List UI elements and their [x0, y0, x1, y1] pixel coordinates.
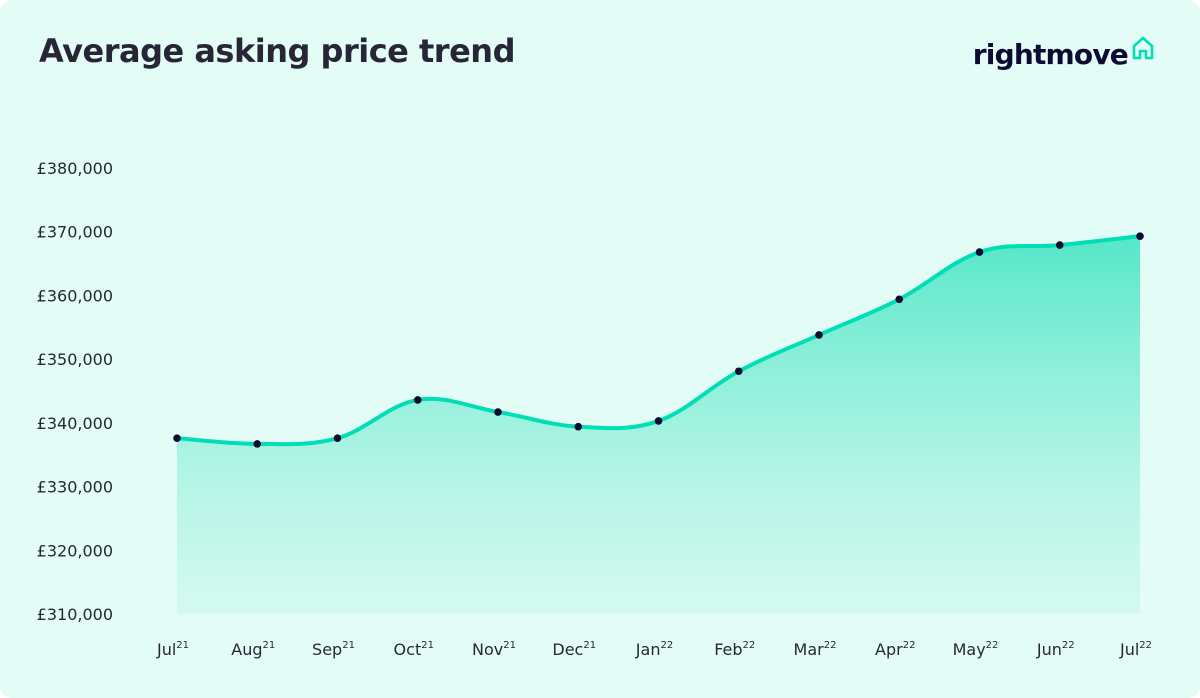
data-point	[895, 295, 904, 304]
x-tick-month: Aug	[231, 640, 262, 659]
data-point	[574, 422, 583, 431]
x-tick-year: 21	[503, 640, 516, 651]
data-point	[734, 367, 743, 376]
data-point	[173, 434, 181, 442]
data-point	[975, 248, 984, 256]
x-tick-label: Sep21	[312, 640, 355, 659]
house-icon	[1132, 36, 1154, 60]
x-tick-year: 22	[824, 640, 837, 651]
area-fill	[177, 236, 1140, 614]
x-tick-month: Jan	[635, 640, 661, 659]
data-point	[815, 331, 823, 339]
rightmove-logo: rightmove	[972, 36, 1156, 71]
x-tick-label: Mar22	[794, 640, 837, 659]
x-tick-label: Aug21	[231, 640, 275, 659]
x-tick-year: 22	[1139, 640, 1152, 651]
x-tick-year: 21	[583, 640, 596, 651]
y-tick-label: £370,000	[37, 223, 113, 242]
data-point	[494, 408, 502, 416]
y-tick-label: £350,000	[37, 350, 113, 369]
x-tick-month: Apr	[875, 640, 903, 659]
x-tick-month: May	[953, 640, 986, 659]
data-point	[333, 434, 342, 442]
brand-name: rightmove	[972, 38, 1129, 71]
x-tick-label: Apr22	[875, 640, 915, 659]
x-tick-year: 22	[903, 640, 916, 651]
x-tick-month: Jul	[156, 640, 176, 659]
data-point	[654, 417, 663, 425]
x-tick-label: May22	[953, 640, 999, 659]
x-tick-label: Oct21	[394, 640, 434, 659]
x-tick-year: 21	[421, 640, 434, 651]
x-tick-label: Jan22	[635, 640, 673, 659]
x-tick-year: 22	[743, 640, 756, 651]
x-tick-year: 22	[660, 640, 673, 651]
x-tick-month: Mar	[794, 640, 825, 659]
x-tick-month: Dec	[552, 640, 583, 659]
x-tick-year: 21	[176, 640, 189, 651]
x-tick-label: Jun22	[1036, 640, 1075, 659]
y-tick-label: £340,000	[37, 414, 113, 433]
x-tick-label: Nov21	[472, 640, 516, 659]
y-tick-label: £320,000	[37, 541, 113, 560]
x-tick-label: Jul22	[1119, 640, 1152, 659]
x-tick-month: Jul	[1119, 640, 1139, 659]
y-tick-label: £380,000	[37, 159, 113, 178]
x-tick-month: Feb	[714, 640, 742, 659]
x-tick-month: Oct	[394, 640, 422, 659]
x-tick-label: Jul21	[156, 640, 189, 659]
x-tick-month: Nov	[472, 640, 503, 659]
x-tick-year: 21	[342, 640, 355, 651]
data-point	[253, 440, 262, 448]
x-tick-year: 22	[986, 640, 999, 651]
data-point	[413, 396, 422, 404]
x-tick-year: 21	[263, 640, 276, 651]
x-tick-month: Jun	[1036, 640, 1062, 659]
data-point	[1055, 241, 1064, 249]
y-tick-label: £310,000	[37, 605, 113, 624]
x-tick-month: Sep	[312, 640, 342, 659]
data-point	[1136, 232, 1144, 240]
x-tick-label: Feb22	[714, 640, 755, 659]
x-tick-label: Dec21	[552, 640, 596, 659]
x-tick-year: 22	[1062, 640, 1075, 651]
chart-title: Average asking price trend	[39, 32, 515, 70]
y-tick-label: £360,000	[37, 286, 113, 305]
y-tick-label: £330,000	[37, 478, 113, 497]
